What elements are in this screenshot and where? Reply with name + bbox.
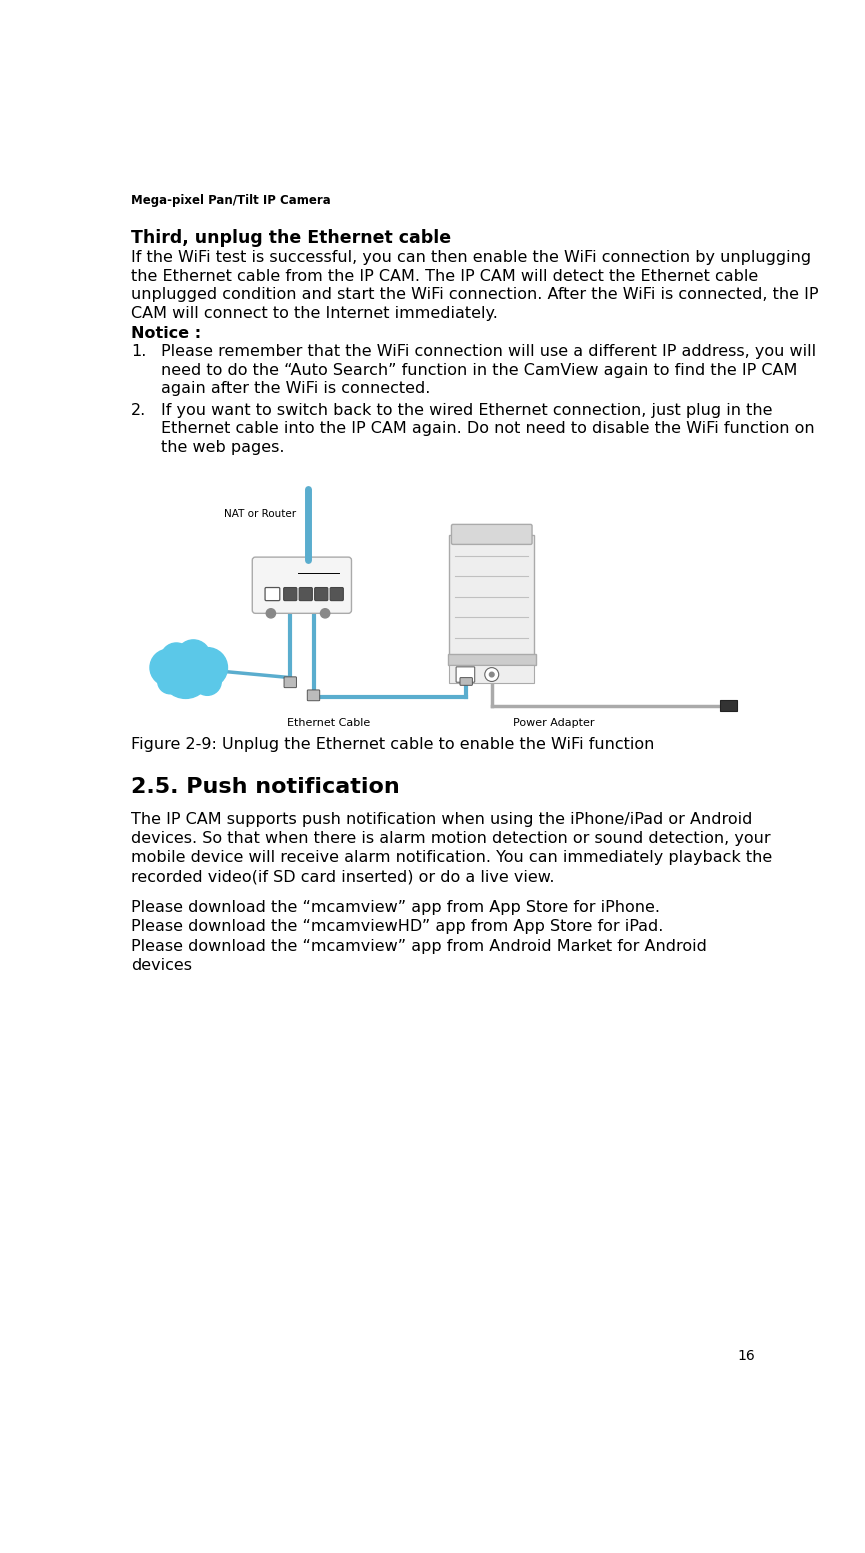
Circle shape bbox=[161, 643, 192, 674]
FancyBboxPatch shape bbox=[299, 587, 312, 601]
Circle shape bbox=[266, 609, 276, 618]
Text: 2.5. Push notification: 2.5. Push notification bbox=[131, 776, 400, 797]
FancyBboxPatch shape bbox=[721, 700, 738, 711]
Text: need to do the “Auto Search” function in the CamView again to find the IP CAM: need to do the “Auto Search” function in… bbox=[161, 363, 798, 377]
FancyBboxPatch shape bbox=[307, 690, 320, 700]
Text: Internet: Internet bbox=[162, 672, 209, 683]
Text: again after the WiFi is connected.: again after the WiFi is connected. bbox=[161, 380, 430, 396]
FancyBboxPatch shape bbox=[315, 587, 328, 601]
Circle shape bbox=[150, 649, 187, 686]
Text: Ethernet cable into the IP CAM again. Do not need to disable the WiFi function o: Ethernet cable into the IP CAM again. Do… bbox=[161, 421, 815, 436]
FancyBboxPatch shape bbox=[456, 666, 475, 682]
Text: CAM will connect to the Internet immediately.: CAM will connect to the Internet immedia… bbox=[131, 306, 498, 321]
Text: unplugged condition and start the WiFi connection. After the WiFi is connected, : unplugged condition and start the WiFi c… bbox=[131, 287, 819, 303]
Text: Please remember that the WiFi connection will use a different IP address, you wi: Please remember that the WiFi connection… bbox=[161, 345, 816, 359]
Text: If the WiFi test is successful, you can then enable the WiFi connection by unplu: If the WiFi test is successful, you can … bbox=[131, 250, 811, 266]
Text: Please download the “mcamview” app from Android Market for Android: Please download the “mcamview” app from … bbox=[131, 938, 708, 954]
Text: Power Adapter: Power Adapter bbox=[513, 719, 594, 728]
Text: LAN: LAN bbox=[309, 564, 330, 573]
Text: recorded video(if SD card inserted) or do a live view.: recorded video(if SD card inserted) or d… bbox=[131, 870, 554, 884]
Text: The IP CAM supports push notification when using the iPhone/iPad or Android: The IP CAM supports push notification wh… bbox=[131, 812, 753, 826]
Circle shape bbox=[187, 648, 227, 688]
FancyBboxPatch shape bbox=[265, 587, 279, 601]
Text: the Ethernet cable from the IP CAM. The IP CAM will detect the Ethernet cable: the Ethernet cable from the IP CAM. The … bbox=[131, 269, 759, 284]
Text: NAT or Router: NAT or Router bbox=[224, 509, 297, 519]
FancyBboxPatch shape bbox=[284, 677, 297, 688]
Text: Figure 2-9: Unplug the Ethernet cable to enable the WiFi function: Figure 2-9: Unplug the Ethernet cable to… bbox=[131, 738, 655, 752]
Text: 16: 16 bbox=[738, 1350, 755, 1364]
FancyBboxPatch shape bbox=[284, 587, 297, 601]
Circle shape bbox=[490, 672, 494, 677]
Text: devices. So that when there is alarm motion detection or sound detection, your: devices. So that when there is alarm mot… bbox=[131, 831, 771, 846]
Text: WAN: WAN bbox=[265, 564, 289, 573]
FancyBboxPatch shape bbox=[253, 558, 351, 613]
Circle shape bbox=[320, 609, 330, 618]
Text: Notice :: Notice : bbox=[131, 326, 202, 340]
Text: Mega-pixel Pan/Tilt IP Camera: Mega-pixel Pan/Tilt IP Camera bbox=[131, 194, 331, 207]
Text: If you want to switch back to the wired Ethernet connection, just plug in the: If you want to switch back to the wired … bbox=[161, 402, 772, 418]
FancyBboxPatch shape bbox=[447, 654, 536, 665]
Text: 1.: 1. bbox=[131, 345, 147, 359]
Text: the web pages.: the web pages. bbox=[161, 439, 285, 455]
Text: Third, unplug the Ethernet cable: Third, unplug the Ethernet cable bbox=[131, 228, 452, 247]
Circle shape bbox=[157, 669, 183, 694]
Circle shape bbox=[484, 668, 499, 682]
FancyBboxPatch shape bbox=[449, 536, 535, 658]
Text: 2.: 2. bbox=[131, 402, 147, 418]
Text: Please download the “mcamview” app from App Store for iPhone.: Please download the “mcamview” app from … bbox=[131, 901, 660, 915]
FancyBboxPatch shape bbox=[449, 665, 535, 683]
Text: Please download the “mcamviewHD” app from App Store for iPad.: Please download the “mcamviewHD” app fro… bbox=[131, 919, 663, 935]
FancyBboxPatch shape bbox=[330, 587, 343, 601]
Circle shape bbox=[194, 668, 221, 696]
Text: mobile device will receive alarm notification. You can immediately playback the: mobile device will receive alarm notific… bbox=[131, 849, 772, 865]
Circle shape bbox=[161, 649, 210, 699]
Text: devices: devices bbox=[131, 958, 192, 972]
Text: Ethernet Cable: Ethernet Cable bbox=[287, 719, 370, 728]
Circle shape bbox=[176, 640, 210, 674]
FancyBboxPatch shape bbox=[460, 677, 472, 685]
FancyBboxPatch shape bbox=[452, 525, 532, 545]
